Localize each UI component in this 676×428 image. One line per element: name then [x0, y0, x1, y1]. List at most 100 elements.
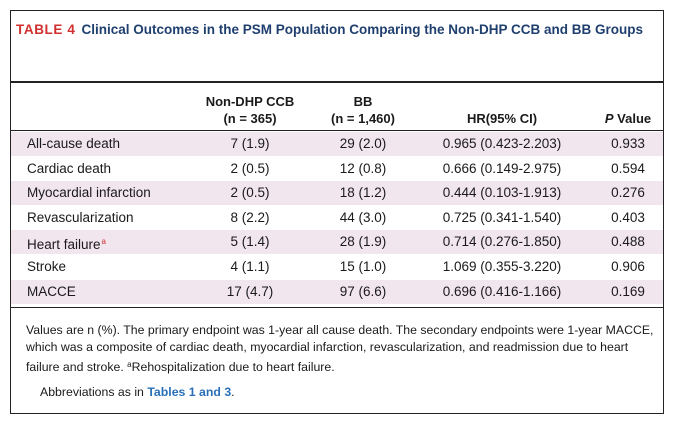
header-ccb-name: Non-DHP CCB [205, 94, 295, 109]
hr-cell: 0.444 (0.103-1.913) [417, 181, 587, 205]
non-dhp-ccb-cell: 4 (1.1) [190, 255, 310, 279]
non-dhp-ccb-cell: 17 (4.7) [190, 280, 310, 304]
non-dhp-ccb-cell-text: 2 (0.5) [230, 160, 270, 176]
hr-cell-text: 0.696 (0.416-1.166) [442, 283, 562, 299]
outcome-cell: Revascularization [27, 206, 134, 230]
bb-cell-text: 28 (1.9) [339, 234, 387, 250]
outcome-cell-text: Myocardial infarction [27, 185, 151, 201]
bb-cell-text: 44 (3.0) [339, 209, 387, 225]
table-title-text: Clinical Outcomes in the PSM Population … [81, 22, 643, 37]
p-value-cell-text: 0.169 [611, 283, 645, 299]
p-value-cell: 0.403 [596, 206, 660, 230]
outcome-cell: Heart failurea [27, 230, 106, 254]
table-row: Heart failurea 5 (1.4) 28 (1.9) 0.714 (0.27… [11, 230, 663, 255]
hr-cell: 1.069 (0.355-3.220) [417, 255, 587, 279]
outcome-cell-text: Cardiac death [27, 160, 112, 176]
footnote-marker: a [101, 237, 106, 247]
p-value-cell-text: 0.906 [611, 259, 645, 274]
hr-cell-text: 0.714 (0.276-1.850) [442, 234, 562, 250]
p-value-cell-text: 0.933 [611, 136, 645, 151]
abbr-suffix: . [231, 385, 235, 399]
table-label: TABLE 4 [16, 22, 76, 37]
bb-cell-text: 97 (6.6) [339, 283, 387, 299]
hr-cell-text: 0.725 (0.341-1.540) [442, 209, 562, 225]
outcome-cell: Stroke [27, 255, 66, 279]
outcome-cell-text: Stroke [27, 259, 67, 274]
hr-cell-text: 0.965 (0.423-2.203) [442, 136, 562, 151]
outcome-cell-text: MACCE [27, 283, 76, 299]
p-value-cell-text: 0.276 [611, 185, 645, 201]
bb-cell-text: 15 (1.0) [339, 259, 387, 274]
header-divider [11, 130, 663, 131]
bb-cell-text: 18 (1.2) [339, 185, 387, 201]
hr-cell: 0.965 (0.423-2.203) [417, 132, 587, 156]
hr-cell: 0.666 (0.149-2.975) [417, 157, 587, 181]
header-p-italic: P [604, 111, 614, 126]
hr-cell: 0.714 (0.276-1.850) [417, 230, 587, 254]
hr-cell-text: 0.444 (0.103-1.913) [442, 185, 562, 201]
non-dhp-ccb-cell: 2 (0.5) [190, 181, 310, 205]
p-value-cell: 0.933 [596, 132, 660, 156]
p-value-cell: 0.169 [596, 280, 660, 304]
bb-cell-text: 29 (2.0) [339, 136, 387, 151]
notes-footnote-mark: a [127, 360, 132, 369]
p-value-cell: 0.594 [596, 157, 660, 181]
outcome-cell-text: Heart failure [27, 237, 101, 253]
non-dhp-ccb-cell-text: 5 (1.4) [230, 234, 270, 250]
header-p-rest: Value [613, 111, 652, 126]
tables-link[interactable]: Tables 1 and 3 [147, 385, 232, 399]
header-p-value: P Value [596, 110, 660, 127]
p-value-cell-text: 0.403 [611, 209, 645, 225]
outcome-cell: MACCE [27, 280, 76, 304]
hr-cell: 0.725 (0.341-1.540) [417, 206, 587, 230]
bb-cell: 18 (1.2) [313, 181, 413, 205]
p-value-cell-text: 0.594 [611, 160, 645, 176]
header-non-dhp-ccb: Non-DHP CCB (n = 365) [190, 93, 310, 127]
header-bb-n: (n = 1,460) [331, 111, 395, 126]
table-row: MACCE 17 (4.7) 97 (6.6) 0.696 (0.416-1.166)… [11, 279, 663, 304]
hr-cell: 0.696 (0.416-1.166) [417, 280, 587, 304]
abbr-prefix: Abbreviations as in [40, 385, 148, 399]
header-ccb-n: (n = 365) [223, 111, 277, 126]
header-bb: BB (n = 1,460) [313, 93, 413, 127]
abbreviations-note: Abbreviations as in Tables 1 and 3. [40, 384, 235, 401]
bb-cell: 97 (6.6) [313, 280, 413, 304]
outcome-cell: Cardiac death [27, 157, 111, 181]
non-dhp-ccb-cell: 8 (2.2) [190, 206, 310, 230]
bb-cell: 12 (0.8) [313, 157, 413, 181]
bb-cell-text: 12 (0.8) [339, 160, 387, 176]
table-frame [10, 10, 664, 414]
notes-footnote-text: Rehospitalization due to heart failure. [131, 360, 335, 374]
hr-cell-text: 1.069 (0.355-3.220) [442, 259, 562, 274]
outcome-cell: All-cause death [27, 132, 120, 156]
p-value-cell-text: 0.488 [611, 234, 645, 250]
non-dhp-ccb-cell: 5 (1.4) [190, 230, 310, 254]
table-row: Revascularization 8 (2.2) 44 (3.0) 0.725 (0… [11, 206, 663, 230]
table-title: TABLE 4 Clinical Outcomes in the PSM Popu… [16, 20, 656, 39]
bb-cell: 15 (1.0) [313, 255, 413, 279]
p-value-cell: 0.276 [596, 181, 660, 205]
title-divider [11, 81, 663, 83]
hr-cell-text: 0.666 (0.149-2.975) [442, 160, 562, 176]
non-dhp-ccb-cell: 2 (0.5) [190, 157, 310, 181]
table-row: Cardiac death 2 (0.5) 12 (0.8) 0.666 (0.149… [11, 157, 663, 181]
bb-cell: 44 (3.0) [313, 206, 413, 230]
non-dhp-ccb-cell-text: 8 (2.2) [230, 209, 270, 225]
non-dhp-ccb-cell-text: 17 (4.7) [226, 283, 274, 299]
body-divider [11, 307, 663, 308]
table-row: All-cause death 7 (1.9) 29 (2.0) 0.965 (0.4… [11, 132, 663, 156]
table-row: Stroke 4 (1.1) 15 (1.0) 1.069 (0.355-3.220)… [11, 255, 663, 279]
non-dhp-ccb-cell-text: 4 (1.1) [230, 259, 270, 274]
outcome-cell-text: Revascularization [27, 209, 134, 225]
non-dhp-ccb-cell-text: 7 (1.9) [230, 136, 270, 151]
outcome-cell: Myocardial infarction [27, 181, 151, 205]
bb-cell: 28 (1.9) [313, 230, 413, 254]
p-value-cell: 0.488 [596, 230, 660, 254]
table-row: Myocardial infarction 2 (0.5) 18 (1.2) 0.44… [11, 181, 663, 206]
header-hr: HR(95% CI) [466, 111, 538, 126]
header-bb-name: BB [353, 94, 373, 109]
table-notes: Values are n (%). The primary endpoint w… [26, 322, 656, 376]
non-dhp-ccb-cell: 7 (1.9) [190, 132, 310, 156]
p-value-cell: 0.906 [596, 255, 660, 279]
bb-cell: 29 (2.0) [313, 132, 413, 156]
